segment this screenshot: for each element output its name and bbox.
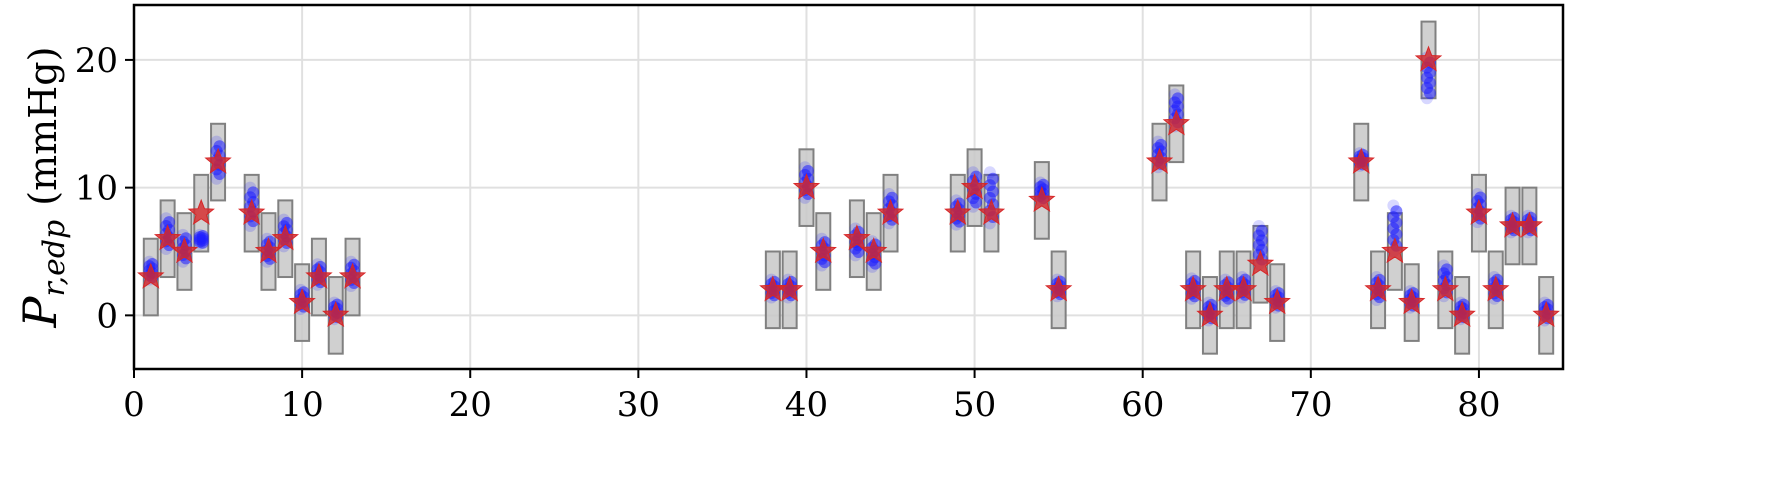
target-star [137,262,165,289]
sample-dot [345,255,358,268]
target-star [153,224,182,251]
sample-dot [967,166,980,179]
sample-dot [210,135,223,148]
sample-dot [1474,191,1487,204]
target-star [1145,147,1174,174]
target-star [1229,275,1258,302]
target-star [1414,45,1443,72]
sample-dot [1252,219,1265,232]
sample-dot [244,181,257,194]
target-star [1364,275,1392,302]
target-star [1397,288,1426,315]
sample-dot [1155,138,1168,151]
x-tick-label: 30 [617,385,660,425]
target-star [1196,300,1224,328]
sample-dot [1390,205,1403,218]
target-star [1179,275,1207,302]
target-star [1431,275,1460,302]
target-star [237,198,266,225]
target-star [1515,211,1544,238]
x-tick-label: 50 [953,385,996,425]
target-star [944,198,972,225]
target-star [1381,237,1409,264]
sample-dot [883,188,896,201]
target-star [1465,198,1493,225]
sample-dot [983,166,996,179]
target-star [876,198,905,225]
target-star [271,224,300,251]
sample-dot [163,216,176,229]
target-star [1532,300,1560,328]
x-tick-label: 20 [449,385,492,425]
sample-dot [176,228,189,241]
y-tick-label: 10 [75,169,118,209]
target-star [1347,147,1375,174]
sample-dot [1440,263,1453,276]
sample-dot [280,216,293,229]
y-tick-label: 20 [75,41,118,81]
y-tick-label: 0 [96,296,118,336]
sample-dot [1037,178,1050,191]
sample-dot [247,186,260,199]
target-star [322,300,350,328]
x-tick-label: 80 [1457,385,1500,425]
target-star [792,173,821,200]
y-axis-label-symbol: P [13,295,67,328]
target-star [960,173,989,200]
sample-dots [143,51,1554,327]
y-axis-label: Pr,edp (mmHg) [13,47,72,329]
y-axis-label-subscript: r,edp [37,220,72,297]
sample-dot [193,228,206,241]
target-star [1263,288,1291,315]
sample-dot [277,213,290,226]
target-star [809,237,837,264]
target-star [843,224,871,251]
sample-dot [886,191,899,204]
target-star [977,198,1006,225]
axis-ticks: 0 10 20 30 40 50 60 70 80 0 10 20 [75,41,1501,425]
sample-dot [1437,259,1450,272]
sample-dot [798,161,811,174]
sample-dot [1168,88,1181,101]
target-star [1482,275,1510,302]
target-star [860,237,888,264]
target-star [288,288,316,315]
sample-dot [143,255,156,268]
x-tick-label: 60 [1121,385,1164,425]
target-star [170,237,199,264]
target-star [1044,275,1073,302]
sample-dot [213,140,226,153]
target-star [1162,109,1191,136]
x-tick-label: 70 [1289,385,1332,425]
target-star [305,262,333,289]
sample-dot [1171,92,1184,105]
sample-dot [1152,135,1165,148]
sample-dot [986,172,999,185]
x-tick-label: 0 [123,385,145,425]
x-tick-label: 10 [280,385,323,425]
target-star [338,262,367,289]
sample-dot [1255,224,1268,237]
target-star [204,147,232,174]
x-tick-label: 40 [785,385,828,425]
sample-dot [1387,199,1400,212]
target-stars [137,45,1560,328]
target-star [1028,185,1056,213]
target-star [1448,300,1476,328]
sample-dot [160,212,173,225]
target-star [775,275,804,302]
target-star [187,198,215,225]
sample-dot [801,165,814,178]
sample-dot [1034,176,1047,189]
sample-dot [196,230,209,243]
target-star [1246,249,1275,276]
y-axis-label-unit: (mmHg) [21,47,65,206]
sample-dot [1471,188,1484,201]
